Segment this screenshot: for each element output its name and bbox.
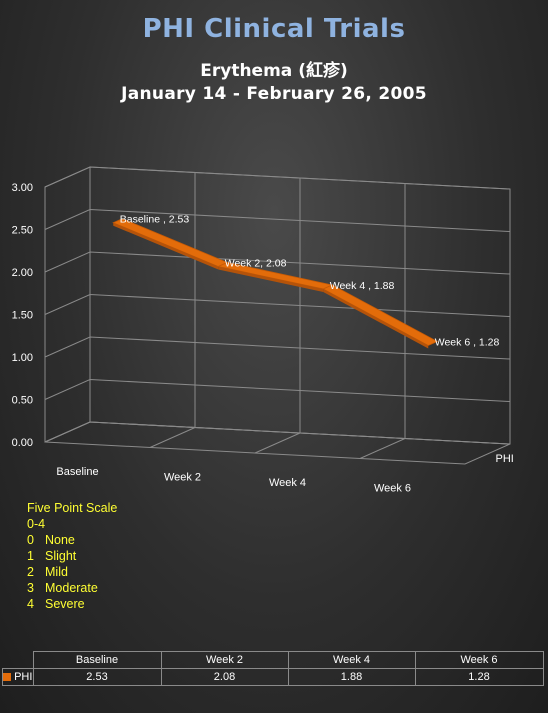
x-tick-label: Week 4 — [269, 477, 306, 489]
chart-walls — [44, 166, 511, 465]
scale-item-number: 4 — [27, 597, 34, 611]
y-tick-label: 1.00 — [12, 352, 33, 364]
y-tick-label: 0.00 — [12, 437, 33, 449]
five-point-scale-legend: Five Point Scale 0-4 0 None 1 Slight 2 Mild… — [27, 500, 117, 612]
table-header-cell: Week 6 — [414, 651, 544, 669]
scale-item-label: Slight — [45, 549, 77, 563]
y-tick-label: 0.50 — [12, 395, 33, 407]
y-axis-tick-labels: 0.00 0.50 1.00 1.50 2.00 2.50 3.00 — [12, 182, 33, 449]
chart-data-table: Baseline Week 2 Week 4 Week 6 PHI 2.53 2… — [2, 651, 544, 686]
chart-subtitle: Erythema (紅疹) — [200, 61, 348, 81]
series-segment-edge — [113, 222, 219, 270]
scale-item-label: Moderate — [45, 581, 98, 595]
scale-item-number: 0 — [27, 533, 34, 547]
y-tick-label: 2.50 — [12, 225, 33, 237]
x-gridline — [359, 183, 406, 459]
scale-item: 3 Moderate — [27, 580, 117, 596]
y-tick-label: 3.00 — [12, 182, 33, 194]
table-cell: 1.28 — [414, 668, 544, 686]
scale-item: 1 Slight — [27, 548, 117, 564]
scale-range: 0-4 — [27, 517, 46, 531]
table-header-cell: Baseline — [32, 651, 162, 669]
depth-axis-label: PHI — [496, 453, 514, 465]
x-tick-label: Week 2 — [164, 471, 201, 483]
table-header-cell: Week 4 — [287, 651, 416, 669]
series-segment-edge — [323, 288, 429, 349]
scale-item: 2 Mild — [27, 564, 117, 580]
table-cell: 2.53 — [32, 668, 162, 686]
table-cell: 2.08 — [160, 668, 289, 686]
chart-date-range: January 14 - February 26, 2005 — [121, 84, 427, 104]
scale-item-label: Mild — [45, 565, 68, 579]
y-gridline — [44, 251, 511, 275]
scale-item: 0 None — [27, 532, 117, 548]
table-header-cell: Week 2 — [160, 651, 289, 669]
x-tick-label: Baseline — [56, 466, 98, 478]
chart-gridlines — [44, 166, 511, 459]
y-gridline — [44, 336, 511, 360]
table-row: PHI 2.53 2.08 1.88 1.28 — [2, 668, 544, 686]
scale-item-label: None — [45, 533, 75, 547]
table-header-row: Baseline Week 2 Week 4 Week 6 — [2, 651, 544, 669]
y-gridline — [44, 378, 511, 402]
series-phi — [112, 218, 439, 349]
series-segment — [322, 284, 439, 346]
y-gridline — [44, 166, 511, 190]
y-gridline — [44, 293, 511, 317]
table-cell: 1.88 — [287, 668, 416, 686]
x-axis-tick-labels: Baseline Week 2 Week 4 Week 6 — [56, 466, 411, 495]
y-tick-label: 1.50 — [12, 310, 33, 322]
scale-item: 4 Severe — [27, 596, 117, 612]
table-row-label: PHI — [2, 668, 34, 686]
chart-title: PHI Clinical Trials — [142, 14, 406, 44]
series-segment — [112, 218, 229, 267]
data-labels: Baseline , 2.53 Week 2, 2.08 Week 4 , 1.88… — [120, 214, 500, 349]
scale-item-number: 2 — [27, 565, 34, 579]
series-segment-edge — [218, 266, 324, 292]
data-label: Week 4 , 1.88 — [330, 280, 395, 292]
y-tick-label: 2.00 — [12, 267, 33, 279]
table-corner-cell — [2, 651, 34, 669]
x-tick-label: Week 6 — [374, 482, 411, 494]
data-label: Week 2, 2.08 — [225, 257, 287, 269]
x-gridline — [254, 178, 301, 454]
y-gridline — [44, 208, 511, 232]
row-label-text: PHI — [14, 671, 33, 683]
scale-item-number: 3 — [27, 581, 34, 595]
data-label: Week 6 , 1.28 — [435, 336, 500, 348]
legend-key-icon — [3, 673, 12, 682]
scale-item-number: 1 — [27, 549, 34, 563]
scale-item-label: Severe — [45, 597, 85, 611]
scale-title: Five Point Scale — [27, 501, 118, 515]
data-label: Baseline , 2.53 — [120, 214, 190, 226]
y-gridline — [44, 421, 511, 445]
